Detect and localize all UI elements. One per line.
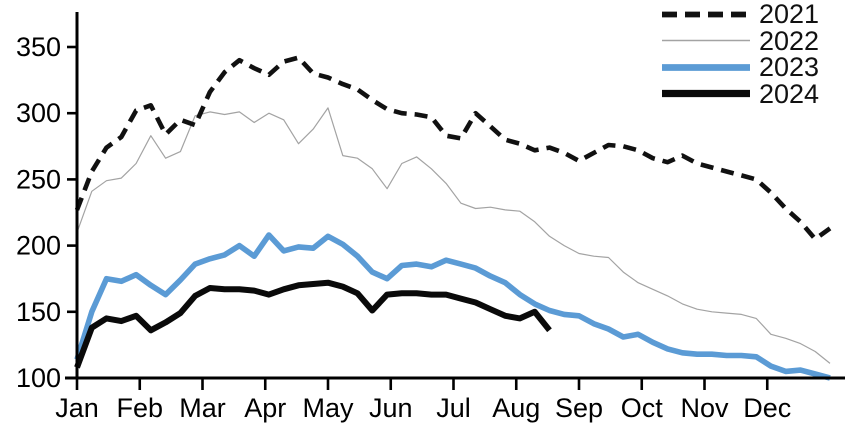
x-tick-label: Jun — [369, 393, 413, 423]
legend-line-dashed-icon — [662, 11, 750, 18]
x-tick-label: Nov — [680, 393, 729, 423]
x-tick-label: Apr — [244, 393, 286, 423]
y-tick-label: 250 — [16, 164, 61, 194]
x-tick-label: Oct — [621, 393, 664, 423]
y-tick-label: 200 — [16, 231, 61, 261]
series-line-2021 — [74, 55, 832, 242]
legend-item-2024: 2024 — [660, 78, 820, 109]
x-tick-label: Dec — [743, 393, 791, 423]
x-tick-label: Jan — [55, 393, 99, 423]
legend-line-thin-icon — [662, 40, 750, 42]
legend-item-2022: 2022 — [660, 25, 820, 56]
legend: 2021 2022 2023 2024 — [660, 1, 819, 107]
series-line-2022 — [76, 107, 831, 364]
x-tick-label: May — [302, 393, 354, 423]
y-tick-label: 300 — [16, 98, 61, 128]
y-tick-label: 100 — [16, 363, 61, 393]
series-line-2023 — [74, 232, 831, 381]
y-tick-label: 150 — [16, 297, 61, 327]
x-tick-label: Aug — [492, 393, 540, 423]
x-tick-label: Sep — [555, 393, 603, 423]
legend-label-2023: 2023 — [759, 52, 820, 83]
series-line-2024 — [74, 279, 552, 369]
legend-item-2023: 2023 — [660, 54, 819, 81]
legend-line-black-icon — [662, 90, 750, 98]
x-tick-label: Jul — [436, 393, 471, 423]
legend-label-2021: 2021 — [759, 0, 820, 30]
legend-label-2024: 2024 — [759, 78, 820, 109]
legend-item-2021: 2021 — [660, 1, 819, 28]
legend-line-blue-icon — [662, 63, 750, 71]
x-tick-label: Feb — [116, 393, 163, 423]
legend-label-2022: 2022 — [759, 25, 820, 56]
y-tick-label: 350 — [16, 32, 61, 62]
x-tick-label: Mar — [179, 393, 226, 423]
